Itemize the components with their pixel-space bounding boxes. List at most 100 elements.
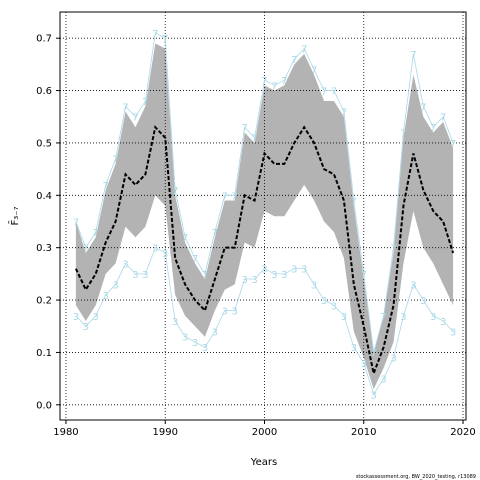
retro-label: 7 bbox=[370, 348, 376, 359]
retro-label: 3 bbox=[281, 270, 287, 281]
retro-label: 7 bbox=[102, 181, 108, 192]
retro-label: 7 bbox=[241, 123, 247, 134]
retro-label: 7 bbox=[202, 270, 208, 281]
retro-label: 3 bbox=[182, 333, 188, 344]
retro-label: 7 bbox=[222, 191, 228, 202]
retro-label: 7 bbox=[301, 45, 307, 56]
retro-label: 3 bbox=[192, 338, 198, 349]
retro-label: 3 bbox=[132, 270, 138, 281]
retro-label: 3 bbox=[251, 275, 257, 286]
x-tick-label: 2010 bbox=[351, 427, 376, 438]
y-tick-label: 0.2 bbox=[36, 296, 52, 307]
retro-label: 7 bbox=[212, 228, 218, 239]
retro-label: 3 bbox=[122, 259, 128, 270]
y-tick-label: 0.3 bbox=[36, 243, 52, 254]
retro-label: 3 bbox=[142, 270, 148, 281]
y-tick-label: 0.7 bbox=[36, 34, 52, 45]
retro-label: 3 bbox=[73, 312, 79, 323]
retro-label: 7 bbox=[93, 228, 99, 239]
retro-label: 3 bbox=[410, 280, 416, 291]
y-tick-label: 0.6 bbox=[36, 86, 52, 97]
retro-label: 3 bbox=[420, 296, 426, 307]
retro-label: 3 bbox=[400, 312, 406, 323]
retro-line bbox=[75, 32, 454, 353]
retro-label: 3 bbox=[172, 317, 178, 328]
retro-label: 7 bbox=[440, 113, 446, 124]
retro-label: 3 bbox=[102, 291, 108, 302]
retro-line bbox=[75, 247, 454, 396]
retro-label: 3 bbox=[112, 280, 118, 291]
retro-label: 3 bbox=[241, 275, 247, 286]
retro-label: 3 bbox=[152, 244, 158, 255]
retro-label: 3 bbox=[351, 343, 357, 354]
retro-label: 3 bbox=[212, 327, 218, 338]
retro-label: 7 bbox=[351, 197, 357, 208]
retro-label: 7 bbox=[132, 113, 138, 124]
retro-label: 7 bbox=[73, 217, 79, 228]
retro-label: 7 bbox=[251, 134, 257, 145]
x-tick-label: 1980 bbox=[53, 427, 78, 438]
retro-label: 3 bbox=[93, 312, 99, 323]
x-axis-label: Years bbox=[250, 457, 277, 468]
retro-label: 7 bbox=[192, 254, 198, 265]
retro-label: 7 bbox=[410, 50, 416, 61]
retro-label: 3 bbox=[370, 390, 376, 401]
y-axis-label: F̄₃₋₇ bbox=[8, 206, 21, 225]
retro-label: 7 bbox=[311, 66, 317, 77]
x-tick-label: 2000 bbox=[252, 427, 277, 438]
retro-label: 7 bbox=[281, 76, 287, 87]
retro-label: 7 bbox=[420, 102, 426, 113]
y-tick-label: 0.0 bbox=[36, 400, 52, 411]
footer: stockassessment.org, BW_2020_testing, r1… bbox=[356, 474, 476, 480]
retro-label: 7 bbox=[361, 270, 367, 281]
y-tick-label: 0.5 bbox=[36, 138, 52, 149]
retro-label: 3 bbox=[430, 312, 436, 323]
retro-label: 7 bbox=[232, 191, 238, 202]
retro-label: 7 bbox=[122, 102, 128, 113]
retro-label: 3 bbox=[162, 249, 168, 260]
retro-label: 7 bbox=[112, 155, 118, 166]
retro-label: 7 bbox=[331, 87, 337, 98]
retro-label: 3 bbox=[440, 317, 446, 328]
retro-label: 3 bbox=[390, 354, 396, 365]
retro-label: 7 bbox=[162, 34, 168, 45]
retro-label: 3 bbox=[222, 307, 228, 318]
retro-label: 7 bbox=[341, 108, 347, 119]
confidence-band bbox=[75, 43, 454, 390]
retro-label: 3 bbox=[331, 301, 337, 312]
retro-label: 3 bbox=[341, 312, 347, 323]
retro-label: 3 bbox=[311, 280, 317, 291]
retro-label: 3 bbox=[450, 327, 456, 338]
plot-frame bbox=[59, 11, 467, 421]
estimate-line bbox=[74, 125, 455, 377]
retro-label: 3 bbox=[380, 375, 386, 386]
retro-label: 3 bbox=[291, 265, 297, 276]
retro-label: 3 bbox=[261, 265, 267, 276]
retro-label: 7 bbox=[182, 233, 188, 244]
retro-label: 3 bbox=[321, 296, 327, 307]
retro-label: 7 bbox=[271, 81, 277, 92]
y-tick-label: 0.1 bbox=[36, 348, 52, 359]
retro-label: 7 bbox=[321, 87, 327, 98]
retro-label: 7 bbox=[291, 55, 297, 66]
retro-label: 3 bbox=[361, 359, 367, 370]
retro-label: 3 bbox=[232, 307, 238, 318]
retro-label: 3 bbox=[83, 322, 89, 333]
retro-label: 7 bbox=[172, 186, 178, 197]
x-tick-label: 2020 bbox=[450, 427, 475, 438]
retro-label: 3 bbox=[271, 270, 277, 281]
retro-label: 7 bbox=[152, 29, 158, 40]
x-tick-label: 1990 bbox=[152, 427, 177, 438]
retro-label: 7 bbox=[142, 97, 148, 108]
y-tick-label: 0.4 bbox=[36, 191, 52, 202]
retro-label: 7 bbox=[83, 244, 89, 255]
retro-label: 7 bbox=[390, 244, 396, 255]
retro-label: 7 bbox=[380, 312, 386, 323]
retro-label: 3 bbox=[301, 265, 307, 276]
retro-label: 7 bbox=[450, 139, 456, 150]
retro-label: 7 bbox=[430, 123, 436, 134]
retro-label: 3 bbox=[202, 343, 208, 354]
retro-label: 7 bbox=[261, 76, 267, 87]
retro-label: 7 bbox=[400, 128, 406, 139]
